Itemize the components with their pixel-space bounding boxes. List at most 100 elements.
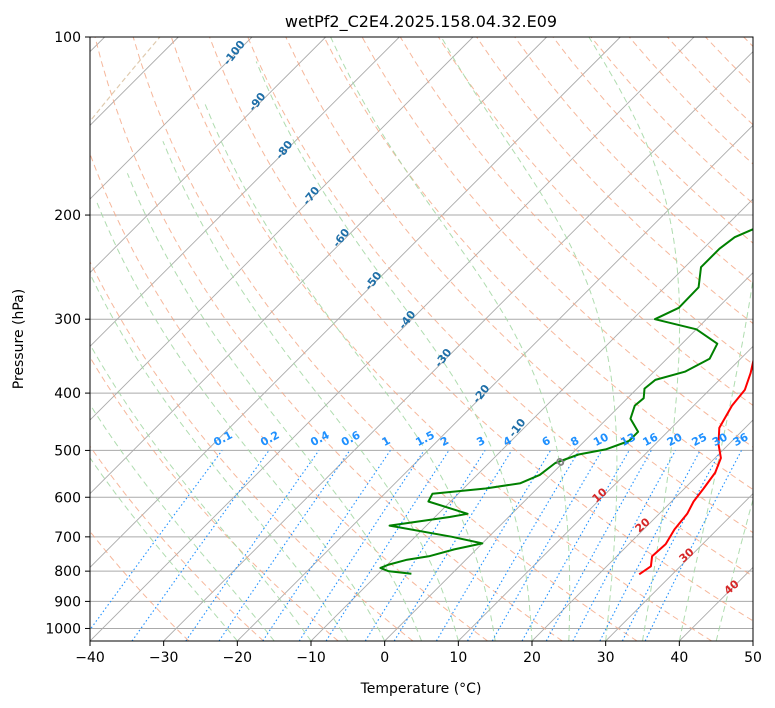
moist-adiabat-35 bbox=[588, 37, 681, 641]
moist-adiabat-20 bbox=[255, 61, 533, 641]
temperature-line bbox=[638, 358, 753, 576]
isotherm--90 bbox=[90, 37, 326, 274]
chart-title: wetPf2_C2E4.2025.158.04.32.E09 bbox=[285, 12, 557, 32]
mixing-ratio-line bbox=[298, 450, 425, 641]
mixing-ratio-label: 16 bbox=[641, 430, 661, 449]
isotherm--30 bbox=[163, 51, 753, 641]
mixing-ratio-label: 3 bbox=[474, 434, 487, 449]
x-tick-label: 20 bbox=[523, 650, 541, 666]
moist-adiabat-10 bbox=[162, 141, 459, 641]
mixing-ratio-line bbox=[572, 450, 676, 641]
background-lines bbox=[90, 37, 753, 641]
x-tick-label: 10 bbox=[449, 650, 467, 666]
dry-adiabat-30 bbox=[132, 37, 638, 641]
moist-adiabat-label: 40 bbox=[722, 577, 742, 597]
isotherm-30 bbox=[605, 493, 753, 641]
y-tick-label: 200 bbox=[54, 208, 81, 224]
mixing-ratio-label: 6 bbox=[540, 434, 553, 449]
dry-adiabat-label: -10 bbox=[506, 416, 529, 440]
moist-adiabat--10 bbox=[90, 343, 312, 641]
x-tick-label: 50 bbox=[744, 650, 762, 666]
mixing-ratio-line bbox=[325, 450, 450, 641]
mixing-ratio-line bbox=[599, 450, 701, 641]
dewpoint-line bbox=[379, 228, 753, 575]
dry-adiabat-60 bbox=[247, 37, 753, 577]
y-tick-label: 600 bbox=[54, 490, 81, 506]
dry-adiabat-180 bbox=[705, 37, 753, 87]
dry-adiabat-140 bbox=[552, 37, 753, 244]
mixing-ratio-label: 1.5 bbox=[413, 428, 436, 449]
dry-adiabat-0 bbox=[90, 260, 414, 641]
isotherm-20 bbox=[531, 419, 753, 641]
y-tick-label: 900 bbox=[54, 594, 81, 610]
dry-adiabat-190 bbox=[743, 37, 753, 48]
x-tick-label: −20 bbox=[223, 650, 253, 666]
y-tick-label: 100 bbox=[54, 30, 81, 46]
mixing-ratio-line bbox=[90, 450, 223, 631]
y-tick-label: 500 bbox=[54, 443, 81, 459]
mixing-ratio-line bbox=[393, 450, 513, 641]
isotherm--40 bbox=[90, 37, 695, 641]
y-tick-label: 800 bbox=[54, 564, 81, 580]
mixing-ratio-line bbox=[218, 450, 351, 641]
isotherm--20 bbox=[237, 124, 753, 641]
mixing-ratio-label: 10 bbox=[591, 430, 611, 449]
dry-adiabat-label: -20 bbox=[470, 382, 493, 406]
dry-adiabat--20 bbox=[90, 445, 264, 641]
moist-adiabat-label: 20 bbox=[633, 515, 653, 535]
isotherm-50 bbox=[752, 640, 753, 641]
dry-adiabat-label: -100 bbox=[221, 38, 248, 68]
y-axis-label: Pressure (hPa) bbox=[11, 289, 27, 389]
dry-adiabat-120 bbox=[476, 37, 753, 325]
y-axis: 100 200 300 400 500 600 700 800 900 1000 bbox=[45, 30, 90, 637]
x-axis: −40 −30 −20 −10 0 10 20 30 40 50 bbox=[75, 641, 762, 666]
dry-adiabat-label: -50 bbox=[362, 269, 385, 293]
x-axis-label: Temperature (°C) bbox=[360, 681, 482, 697]
moist-adiabat-45 bbox=[715, 497, 753, 641]
data-lines bbox=[379, 228, 753, 576]
mixing-ratio-line bbox=[545, 450, 652, 641]
dry-adiabat-label: -30 bbox=[432, 346, 455, 370]
moist-adiabat--15 bbox=[90, 403, 275, 641]
moist-adiabat-label: 10 bbox=[590, 485, 610, 505]
x-tick-label: −40 bbox=[75, 650, 105, 666]
isotherm--70 bbox=[90, 37, 474, 421]
mixing-ratio-line bbox=[521, 450, 630, 641]
moist-adiabat-0 bbox=[96, 201, 386, 641]
isotherm--60 bbox=[90, 37, 547, 495]
dry-adiabat-130 bbox=[514, 37, 753, 284]
dry-adiabat-10 bbox=[90, 152, 488, 641]
dry-adiabat-label: -70 bbox=[300, 184, 323, 208]
mixing-ratio-line bbox=[644, 450, 742, 641]
y-tick-label: 400 bbox=[54, 386, 81, 402]
mixing-ratio-label: 30 bbox=[710, 430, 730, 449]
plot-frame bbox=[89, 36, 754, 642]
y-tick-label: 300 bbox=[54, 312, 81, 328]
moist-adiabat-40 bbox=[678, 37, 753, 641]
mixing-ratio-line bbox=[131, 450, 270, 641]
dry-adiabat-50 bbox=[209, 37, 753, 622]
isotherm--80 bbox=[90, 37, 400, 347]
mixing-ratio-label: 25 bbox=[690, 430, 710, 449]
isotherm-10 bbox=[458, 345, 753, 641]
dry-adiabat--10 bbox=[90, 356, 339, 641]
mixing-ratio-label: 20 bbox=[665, 430, 685, 449]
x-tick-label: −30 bbox=[149, 650, 179, 666]
moist-adiabat-5 bbox=[126, 173, 422, 641]
moist-adiabat--20 bbox=[90, 457, 238, 641]
mixing-ratio-label: 2 bbox=[438, 434, 451, 449]
dry-adiabat-110 bbox=[437, 37, 753, 365]
dry-adiabat-label: -60 bbox=[330, 226, 353, 250]
mixing-ratio-line bbox=[621, 450, 722, 641]
mixing-ratio-line bbox=[185, 450, 320, 641]
isotherm--50 bbox=[90, 37, 621, 568]
dry-adiabat-label: -90 bbox=[246, 90, 269, 114]
y-tick-label: 1000 bbox=[45, 621, 81, 637]
dry-adiabat-20 bbox=[94, 37, 563, 641]
mixing-ratio-label: 0.4 bbox=[308, 428, 332, 449]
line-labels: 0.1 0.2 0.4 0.6 1 1.5 2 3 4 6 8 10 13 16 20 25 30 36-100-… bbox=[211, 38, 750, 598]
x-tick-label: −10 bbox=[296, 650, 326, 666]
isotherm--10 bbox=[310, 198, 753, 641]
moist-adiabat-label: 0 bbox=[553, 455, 568, 470]
isotherm--100 bbox=[90, 37, 253, 200]
